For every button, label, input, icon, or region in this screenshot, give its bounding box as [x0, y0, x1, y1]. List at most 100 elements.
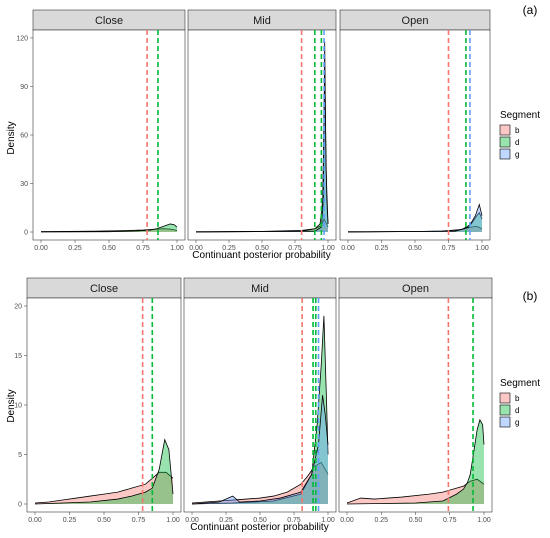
x-tick-label: 1.00 — [475, 245, 489, 252]
x-tick-label: 0.00 — [340, 517, 354, 524]
x-tick-label: 1.00 — [321, 517, 335, 524]
x-tick-label: 0.50 — [409, 517, 423, 524]
x-tick-label: 1.00 — [166, 517, 180, 524]
legend-key-g — [499, 416, 511, 428]
legend-key-d — [499, 136, 511, 148]
facet-open: Open 0.00 0.25 0.50 0.75 1.00 — [339, 9, 491, 252]
y-tick-label: 5 — [18, 452, 22, 459]
density-line-b — [346, 478, 485, 504]
legend-key-d — [499, 404, 511, 416]
x-tick-label: 0.00 — [341, 245, 355, 252]
density-area-d — [192, 315, 328, 504]
plot-panel — [32, 29, 186, 241]
legend-label-b: b — [515, 126, 520, 135]
density-layer — [40, 30, 178, 240]
x-tick-label: 0.25 — [219, 517, 233, 524]
y-axis-title: Density — [6, 121, 17, 154]
density-layer — [347, 30, 483, 240]
density-area-b — [192, 462, 328, 504]
density-area-d — [41, 223, 177, 232]
legend-title: Segment — [500, 378, 540, 389]
x-tick-label: 1.00 — [477, 517, 491, 524]
facet-open: Open 0.00 0.25 0.50 0.75 1.00 — [338, 277, 493, 524]
x-tick-label: 0.75 — [287, 517, 301, 524]
legend-label-d: d — [515, 406, 519, 415]
chart-a: (a) Close 0.00 0.25 0.50 0.75 1.00 0 30 60 90 120 Mi… — [6, 3, 540, 261]
figure-label: (b) — [523, 289, 538, 303]
density-layer — [195, 30, 329, 240]
legend-label-b: b — [515, 394, 520, 403]
x-axis-title: Continuant posterior probability — [190, 522, 328, 533]
facet-strip-label: Close — [90, 283, 118, 295]
legend-key-b — [499, 392, 511, 404]
density-area-b — [41, 228, 177, 232]
plot-panel — [338, 297, 493, 513]
x-tick-label: 0.00 — [189, 245, 203, 252]
chart-b: (b) Close 0.00 0.25 0.50 0.75 1.00 0 5 10 15 20 Mid 0… — [6, 277, 540, 533]
x-tick-label: 0.25 — [63, 517, 77, 524]
x-tick-label: 0.25 — [222, 245, 236, 252]
plot-panel — [26, 297, 182, 513]
y-tick-label: 120 — [16, 36, 28, 43]
y-tick-label: 90 — [20, 84, 28, 91]
x-tick-label: 0.00 — [28, 517, 42, 524]
density-area-b — [35, 472, 173, 504]
density-line-b — [40, 228, 178, 232]
density-line-b — [34, 471, 174, 504]
x-tick-label: 0.50 — [97, 517, 111, 524]
density-area-d — [348, 212, 482, 232]
x-tick-label: 1.00 — [321, 245, 335, 252]
legend-label-d: d — [515, 138, 519, 147]
x-tick-label: 0.00 — [34, 245, 48, 252]
legend: Segment bdg — [499, 110, 540, 160]
y-tick-label: 30 — [20, 181, 28, 188]
facet-strip-label: Mid — [253, 15, 271, 27]
x-tick-label: 0.50 — [253, 517, 267, 524]
x-tick-label: 0.25 — [374, 517, 388, 524]
x-tick-label: 0.00 — [185, 517, 199, 524]
density-line-d — [40, 223, 178, 233]
y-tick-label: 10 — [14, 403, 22, 410]
density-line-g — [191, 395, 329, 505]
legend-key-g — [499, 148, 511, 160]
legend-label-g: g — [515, 418, 519, 427]
x-tick-label: 0.50 — [255, 245, 269, 252]
plot-panel — [187, 29, 337, 241]
facet-strip-label: Mid — [251, 283, 269, 295]
density-line-d — [34, 438, 174, 505]
figure-label: (a) — [523, 3, 538, 17]
facet-strip-label: Open — [402, 15, 429, 27]
density-area-d — [35, 439, 173, 504]
facet-close: Close 0.00 0.25 0.50 0.75 1.00 0 5 10 15 20 — [14, 277, 182, 524]
y-tick-label: 0 — [24, 230, 28, 237]
x-tick-label: 0.75 — [288, 245, 302, 252]
x-tick-label: 0.75 — [443, 517, 457, 524]
legend-key-b — [499, 124, 511, 136]
x-tick-label: 0.50 — [408, 245, 422, 252]
density-area-g — [348, 204, 482, 232]
x-tick-label: 0.25 — [68, 245, 82, 252]
facet-strip-label: Close — [95, 15, 123, 27]
density-layer — [191, 298, 329, 512]
legend: Segment bdg — [499, 378, 540, 428]
x-tick-label: 0.75 — [442, 245, 456, 252]
y-tick-label: 15 — [14, 353, 22, 360]
x-tick-label: 0.25 — [375, 245, 389, 252]
y-tick-label: 20 — [14, 304, 22, 311]
x-tick-label: 1.00 — [170, 245, 184, 252]
plot-panel — [339, 29, 491, 241]
legend-title: Segment — [500, 110, 540, 121]
x-axis-title: Continuant posterior probability — [192, 250, 330, 261]
density-line-d — [191, 315, 329, 505]
legend-label-g: g — [515, 150, 519, 159]
y-tick-label: 0 — [18, 502, 22, 509]
facet-mid: Mid 0.00 0.25 0.50 0.75 1.00 — [183, 277, 337, 524]
density-area-g — [192, 395, 328, 504]
facet-close: Close 0.00 0.25 0.50 0.75 1.00 0 30 60 90 120 — [16, 9, 186, 252]
y-tick-label: 60 — [20, 133, 28, 140]
density-layer — [34, 298, 174, 512]
density-area-d — [347, 419, 484, 504]
facet-mid: Mid 0.00 0.25 0.50 0.75 1.00 — [187, 9, 337, 252]
density-line-d — [346, 418, 485, 505]
